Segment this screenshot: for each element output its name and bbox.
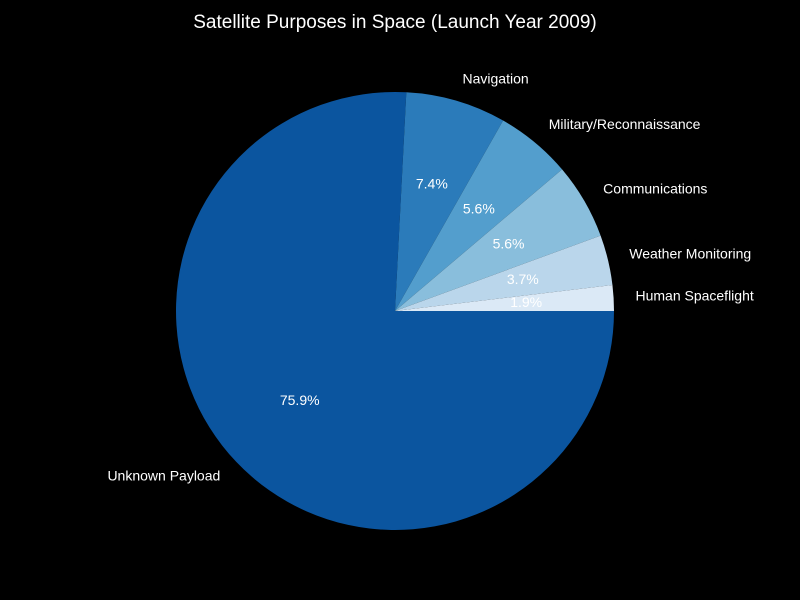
pie-slice-unknown-payload [175,92,614,531]
slice-percent-navigation: 7.4% [416,176,448,192]
slice-label-military-reconnaissance: Military/Reconnaissance [549,116,701,132]
slice-percent-communications: 5.6% [493,236,525,252]
pie-slice-human-spaceflight [395,284,614,311]
slice-label-human-spaceflight: Human Spaceflight [635,287,753,303]
pie-slices [175,92,614,531]
pie-slice-navigation [395,92,504,311]
slice-percent-weather-monitoring: 3.7% [507,271,539,287]
slice-percent-unknown-payload: 75.9% [280,392,320,408]
pie-labels: Unknown Payload 75.9% Navigation 7.4% Milita… [107,70,753,483]
pie-slice-communications [395,169,601,311]
pie-slice-weather-monitoring [395,235,613,311]
slice-percent-human-spaceflight: 1.9% [510,294,542,310]
slice-label-navigation: Navigation [463,70,529,86]
slice-label-communications: Communications [603,180,707,196]
slice-label-weather-monitoring: Weather Monitoring [629,246,751,262]
slice-percent-military-reconnaissance: 5.6% [463,201,495,217]
slice-label-unknown-payload: Unknown Payload [107,468,220,484]
chart-title: Satellite Purposes in Space (Launch Year… [193,12,597,33]
pie-slice-military-reconnaissance [395,120,563,311]
